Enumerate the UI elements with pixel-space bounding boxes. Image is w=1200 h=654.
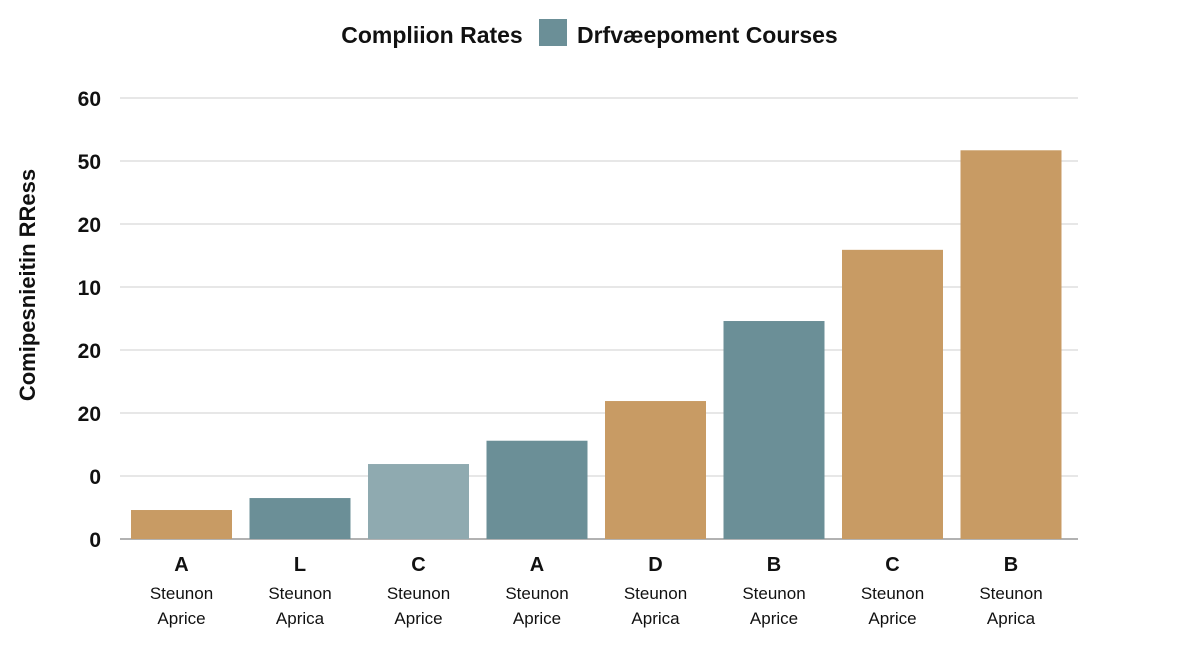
x-tick-letter: C: [885, 554, 899, 576]
y-axis-label: Comipesnieitin RRess: [15, 169, 40, 401]
bar: [605, 401, 706, 539]
x-tick-line1: Steunon: [979, 584, 1042, 603]
chart-title: Compliion Rates: [341, 22, 522, 48]
x-tick-line1: Steunon: [387, 584, 450, 603]
y-tick-label: 10: [78, 277, 101, 300]
x-tick-labels: A Steunon Aprice L Steunon Aprica C Steunon Apri…: [150, 554, 1043, 628]
x-tick-line2: Aprice: [513, 609, 561, 628]
y-tick-label: 50: [78, 151, 101, 174]
y-tick-label: 0: [89, 466, 101, 489]
x-tick-line1: Steunon: [150, 584, 213, 603]
bar: [842, 249, 943, 539]
x-tick-letter: B: [767, 554, 781, 576]
x-tick-letter: D: [648, 554, 662, 576]
x-tick-line1: Steunon: [742, 584, 805, 603]
x-tick-line1: Steunon: [268, 584, 331, 603]
x-tick-letter: A: [530, 554, 544, 576]
x-tick-line1: Steunon: [505, 584, 568, 603]
x-tick-line2: Aprice: [750, 609, 798, 628]
x-tick-line2: Aprica: [276, 609, 325, 628]
x-tick-line2: Aprice: [157, 609, 205, 628]
x-tick-line2: Aprice: [868, 609, 916, 628]
x-tick-letter: A: [174, 554, 188, 576]
bar: [723, 321, 825, 539]
x-tick-line1: Steunon: [624, 584, 687, 603]
y-tick-label: 20: [78, 340, 101, 363]
x-tick-line2: Aprica: [631, 609, 680, 628]
x-tick-line2: Aprice: [394, 609, 442, 628]
y-tick-label: 20: [78, 214, 101, 237]
x-tick-line2: Aprica: [987, 609, 1036, 628]
bar: [368, 464, 469, 539]
bar: [960, 150, 1062, 540]
y-tick-label: 0: [89, 529, 101, 552]
x-tick-letter: L: [294, 554, 306, 576]
bar: [131, 510, 232, 539]
bar: [486, 440, 588, 539]
x-tick-line1: Steunon: [861, 584, 924, 603]
legend-label: Drfvæepoment Courses: [577, 22, 838, 48]
y-tick-label: 20: [78, 403, 101, 426]
bars: [131, 150, 1062, 540]
y-tick-labels: 0 0 20 20 10 20 50 60: [78, 88, 101, 552]
x-tick-letter: C: [411, 554, 425, 576]
x-tick-letter: B: [1004, 554, 1018, 576]
y-tick-label: 60: [78, 88, 101, 111]
bar: [249, 498, 351, 539]
legend-swatch: [539, 19, 567, 46]
